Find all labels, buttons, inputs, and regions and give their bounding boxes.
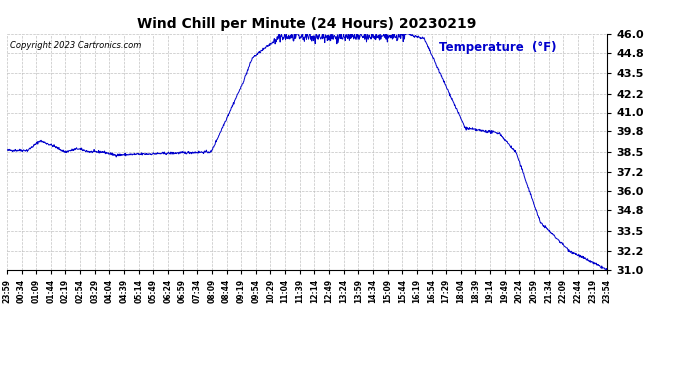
Text: Temperature  (°F): Temperature (°F) — [439, 41, 557, 54]
Text: Copyright 2023 Cartronics.com: Copyright 2023 Cartronics.com — [10, 41, 141, 50]
Title: Wind Chill per Minute (24 Hours) 20230219: Wind Chill per Minute (24 Hours) 2023021… — [137, 17, 477, 31]
